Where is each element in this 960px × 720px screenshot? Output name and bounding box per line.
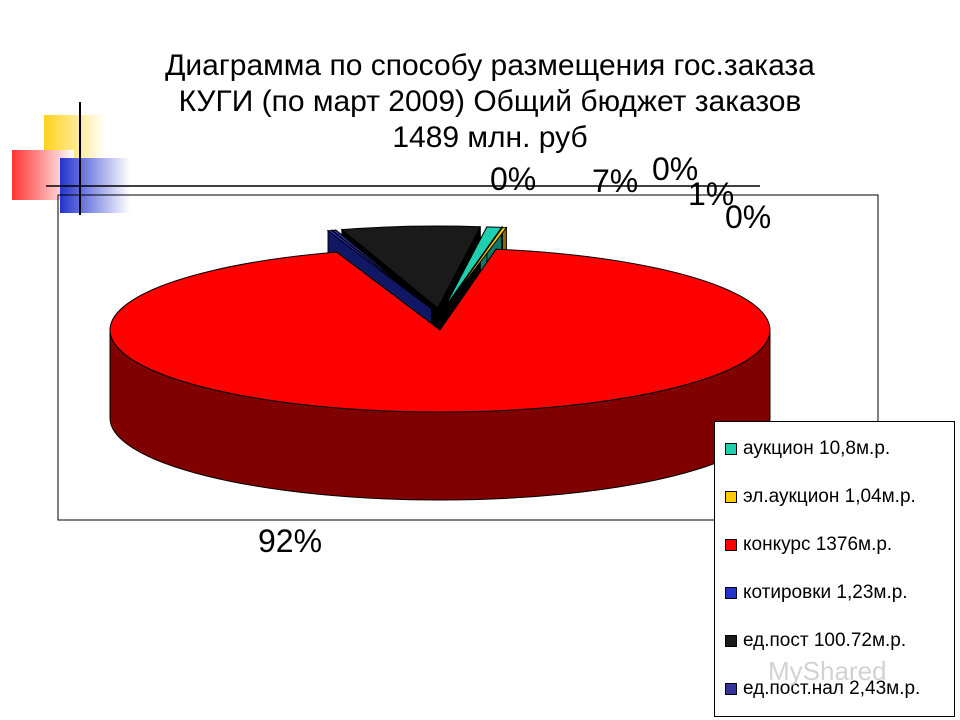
pct-label-contest: 92% (258, 523, 322, 559)
legend-label: аукцион 10,8м.р. (743, 438, 891, 459)
legend-label: котировки 1,23м.р. (743, 582, 908, 603)
legend-label: конкурс 1376м.р. (743, 534, 893, 555)
legend-swatch (725, 587, 737, 599)
chart-title-line-2: КУГИ (по март 2009) Общий бюджет заказов (178, 85, 802, 118)
pct-label-quotations: 0% (490, 161, 536, 197)
pie-percent-labels: 1% 0% 92% 0% 7% 0% (258, 151, 771, 559)
legend-swatch (725, 443, 737, 455)
legend-item-single-supplier: ед.пост 100.72м.р. (725, 630, 906, 652)
legend-swatch (725, 539, 737, 551)
chart-title: Диаграмма по способу размещения гос.зака… (60, 48, 920, 156)
legend-item-contest: конкурс 1376м.р. (725, 534, 892, 556)
chart-title-line-1: Диаграмма по способу размещения гос.зака… (165, 49, 815, 82)
legend-swatch (725, 683, 737, 695)
legend-item-single-supplier-cash: ед.пост.нал 2,43м.р. (725, 678, 920, 700)
pie-slice-single-supplier (340, 225, 482, 309)
legend-item-auction: аукцион 10,8м.р. (725, 438, 890, 460)
legend-label: ед.пост 100.72м.р. (743, 630, 907, 651)
legend-label: ед.пост.нал 2,43м.р. (743, 678, 921, 699)
pct-label-single-supplier-cash: 0% (652, 151, 698, 187)
legend-swatch (725, 491, 737, 503)
pie-slice-e-auction (444, 226, 508, 309)
pie-slices (109, 225, 771, 501)
legend-swatch (725, 635, 737, 647)
pie-slice-contest (109, 248, 771, 413)
legend-item-quotations: котировки 1,23м.р. (725, 582, 908, 604)
watermark: MyShared (768, 656, 887, 686)
chart-legend: аукцион 10,8м.р. эл.аукцион 1,04м.р. кон… (714, 421, 955, 717)
pct-label-auction: 1% (688, 176, 734, 212)
legend-label: эл.аукцион 1,04м.р. (743, 486, 916, 507)
pct-label-e-auction: 0% (725, 199, 771, 235)
pie-slice-auction (443, 226, 503, 309)
legend-item-e-auction: эл.аукцион 1,04м.р. (725, 486, 916, 508)
pie-slice-single-supplier-cash (330, 229, 433, 310)
plot-area-frame (57, 194, 879, 521)
chart-title-line-3: 1489 млн. руб (392, 121, 588, 154)
pct-label-single-supplier: 7% (592, 163, 638, 199)
